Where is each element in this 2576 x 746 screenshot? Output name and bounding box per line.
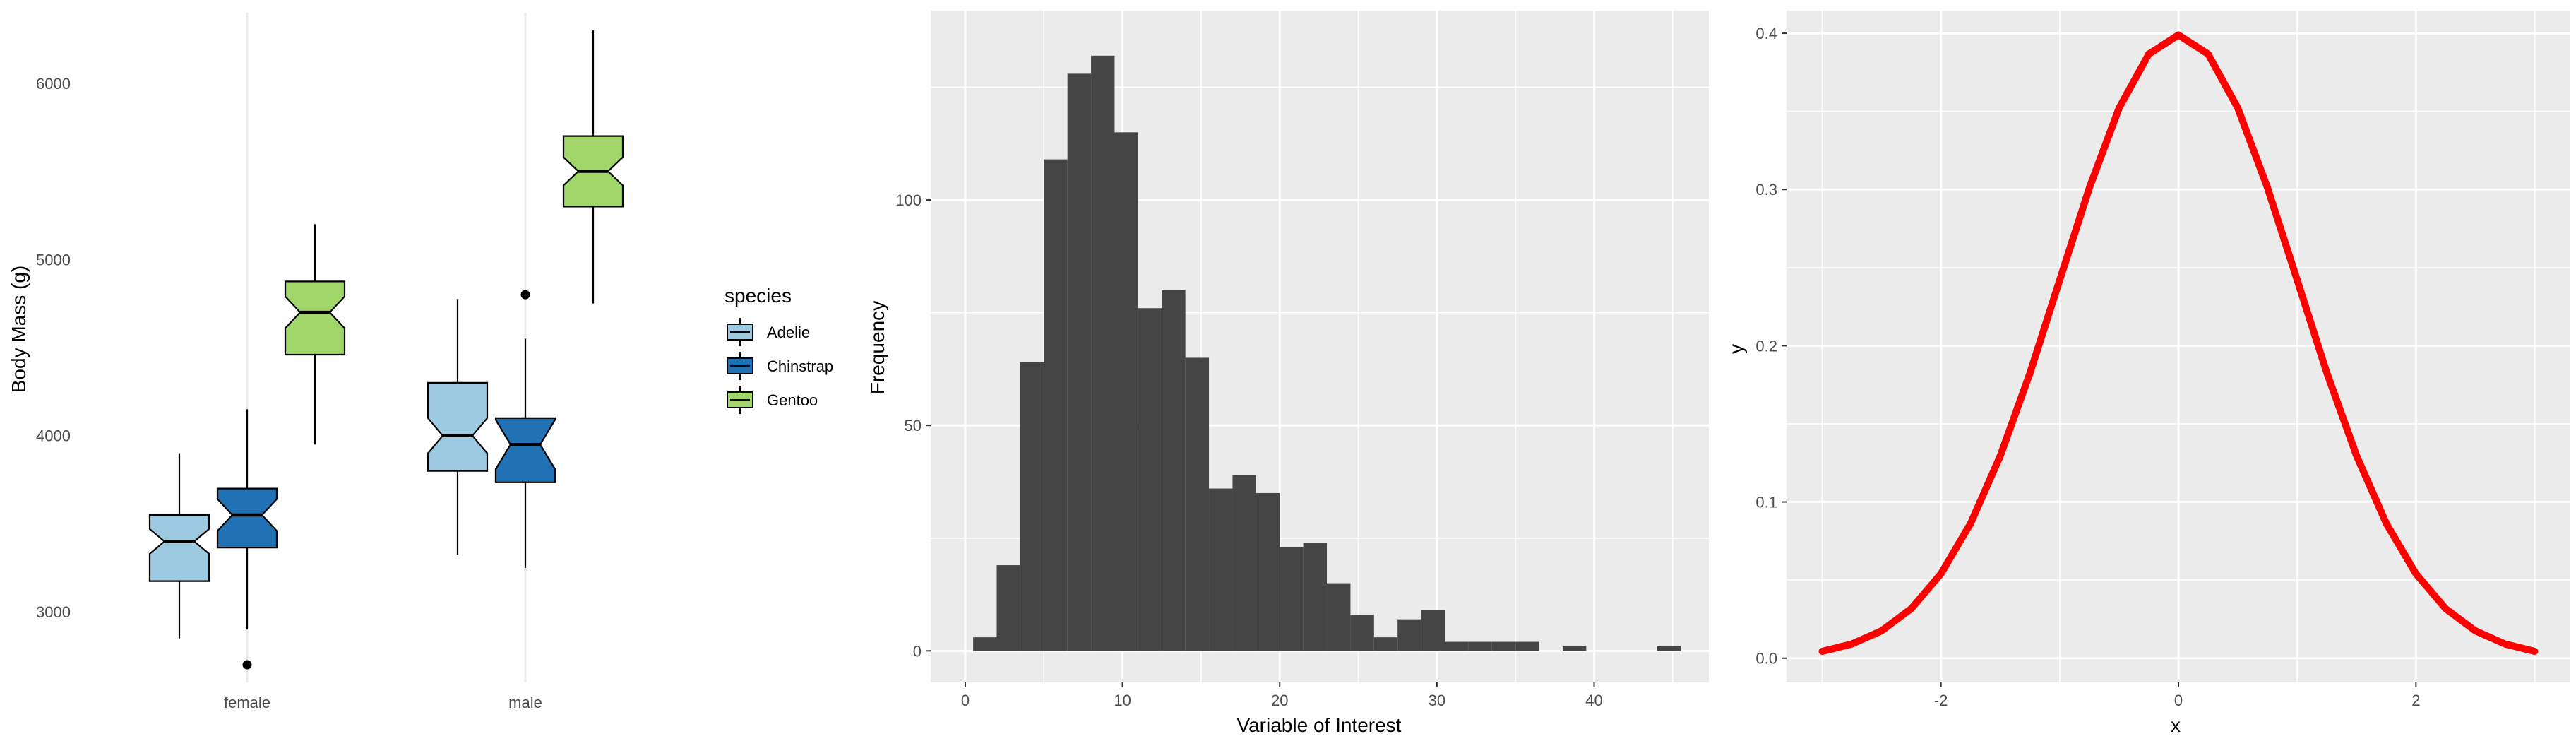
- density-line-chart: -2 0 2 0.0 0.1 0.2 0.3 0.4 x y: [1725, 11, 2570, 736]
- y-tick-label: 50: [905, 417, 922, 434]
- histogram-bar: [1515, 641, 1539, 651]
- histogram-bar: [1020, 362, 1044, 651]
- species-legend: species Adelie Chinstrap Gentoo: [724, 285, 833, 415]
- histogram-y-axis-label: Frequency: [866, 301, 888, 394]
- box-male-chinstrap: [494, 290, 556, 568]
- y-tick-label: 6000: [36, 75, 71, 93]
- boxplot-marks: [148, 30, 624, 670]
- histogram-x-axis-label: Variable of Interest: [1237, 714, 1402, 736]
- histogram-x-tick-labels: 0 10 20 30 40: [961, 692, 1603, 709]
- histogram-y-tick-labels: 0 50 100: [895, 191, 922, 660]
- histogram-bar: [996, 565, 1020, 651]
- histogram-chart: 0 10 20 30 40 0 50 100 Variable of Interest Fr…: [866, 11, 1709, 736]
- y-tick-label: 3000: [36, 603, 71, 621]
- box-male-adelie: [427, 299, 489, 555]
- histogram-bar: [1562, 646, 1587, 651]
- legend-item-adelie: Adelie: [724, 316, 810, 348]
- y-tick-label: 100: [895, 191, 922, 209]
- line-gridlines: [1787, 11, 2570, 682]
- y-tick-label: 0: [913, 642, 922, 660]
- histogram-tick-marks: [926, 199, 1595, 687]
- histogram-bar: [1491, 641, 1516, 651]
- legend-item-gentoo: Gentoo: [724, 384, 818, 415]
- line-y-tick-labels: 0.0 0.1 0.2 0.3 0.4: [1755, 25, 1777, 668]
- y-tick-label: 0.0: [1755, 650, 1777, 668]
- x-tick-label: 40: [1585, 692, 1602, 709]
- histogram-bar: [1350, 615, 1374, 651]
- line-x-tick-labels: -2 0 2: [1934, 692, 2421, 709]
- histogram-bar: [1232, 475, 1256, 651]
- histogram-bar: [1114, 132, 1138, 651]
- histogram-bar: [1468, 641, 1492, 651]
- x-tick-label: male: [508, 694, 542, 711]
- y-tick-label: 0.4: [1755, 25, 1777, 42]
- notched-box: [216, 487, 278, 549]
- notched-box: [284, 280, 346, 356]
- outlier-point: [520, 290, 530, 300]
- histogram-bar: [1185, 357, 1210, 651]
- legend-title: species: [724, 285, 792, 307]
- histogram-bar: [1209, 488, 1233, 651]
- legend-label: Adelie: [767, 324, 810, 341]
- histogram-bar: [1162, 290, 1186, 651]
- histogram-bar: [1138, 308, 1162, 651]
- box-female-chinstrap: [216, 409, 278, 670]
- histogram-bar: [1657, 646, 1681, 651]
- histogram-bar: [1044, 159, 1068, 651]
- histogram-bar: [1327, 583, 1351, 651]
- line-y-axis-label: y: [1725, 344, 1747, 354]
- histogram-bars: [973, 55, 1681, 651]
- x-tick-label: 20: [1271, 692, 1288, 709]
- legend-label: Gentoo: [767, 391, 818, 409]
- box-female-adelie: [148, 453, 210, 639]
- box-female-gentoo: [284, 224, 346, 445]
- histogram-bar: [1373, 637, 1398, 651]
- x-tick-label: 0: [961, 692, 970, 709]
- y-tick-label: 0.3: [1755, 181, 1777, 199]
- notched-box: [148, 514, 210, 582]
- histogram-bar: [1256, 492, 1280, 651]
- boxplot-x-tick-labels: female male: [224, 694, 542, 711]
- y-tick-label: 0.1: [1755, 494, 1777, 511]
- legend-items: Adelie Chinstrap Gentoo: [724, 316, 833, 415]
- histogram-bar: [1421, 610, 1445, 651]
- notched-box: [427, 381, 489, 472]
- line-x-axis-label: x: [2171, 714, 2181, 736]
- legend-item-chinstrap: Chinstrap: [724, 350, 833, 381]
- x-tick-label: 0: [2174, 692, 2183, 709]
- outlier-point: [242, 660, 252, 670]
- notched-box: [494, 417, 556, 483]
- histogram-bar: [1280, 547, 1304, 651]
- histogram-bar: [1444, 641, 1469, 651]
- boxplot-y-axis-label: Body Mass (g): [8, 266, 30, 393]
- x-tick-label: -2: [1934, 692, 1948, 709]
- y-tick-label: 0.2: [1755, 337, 1777, 355]
- density-curve: [1818, 31, 2539, 655]
- histogram-bar: [1067, 73, 1092, 651]
- histogram-bar: [1303, 543, 1328, 651]
- x-tick-label: 30: [1429, 692, 1445, 709]
- histogram-bar: [1091, 55, 1115, 651]
- boxplot-y-tick-labels: 3000 4000 5000 6000: [36, 75, 71, 621]
- legend-label: Chinstrap: [767, 357, 833, 375]
- histogram-bar: [973, 637, 997, 651]
- line-tick-marks: [1782, 32, 2417, 687]
- x-tick-label: female: [224, 694, 270, 711]
- x-tick-label: 10: [1114, 692, 1131, 709]
- box-male-gentoo: [562, 30, 624, 304]
- histogram-bar: [1397, 619, 1421, 651]
- boxplot-chart: 3000 4000 5000 6000 female male Body Mass (g…: [8, 13, 833, 711]
- y-tick-label: 4000: [36, 427, 71, 445]
- x-tick-label: 2: [2411, 692, 2420, 709]
- y-tick-label: 5000: [36, 251, 71, 268]
